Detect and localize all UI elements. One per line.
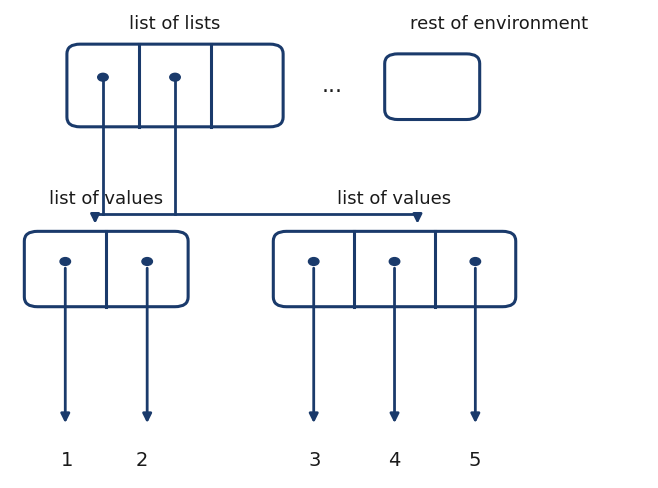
Circle shape	[390, 258, 400, 266]
Text: list of values: list of values	[49, 190, 163, 207]
Text: 5: 5	[468, 450, 481, 469]
Text: 4: 4	[388, 450, 401, 469]
Text: 2: 2	[136, 450, 149, 469]
Circle shape	[142, 258, 153, 266]
Text: rest of environment: rest of environment	[411, 15, 588, 33]
Text: 1: 1	[61, 450, 73, 469]
Circle shape	[309, 258, 319, 266]
Circle shape	[97, 74, 108, 82]
Circle shape	[60, 258, 70, 266]
Circle shape	[470, 258, 480, 266]
Text: list of lists: list of lists	[130, 15, 220, 33]
Text: 3: 3	[309, 450, 320, 469]
Circle shape	[170, 74, 180, 82]
Text: ...: ...	[322, 76, 343, 96]
Text: list of values: list of values	[338, 190, 451, 207]
